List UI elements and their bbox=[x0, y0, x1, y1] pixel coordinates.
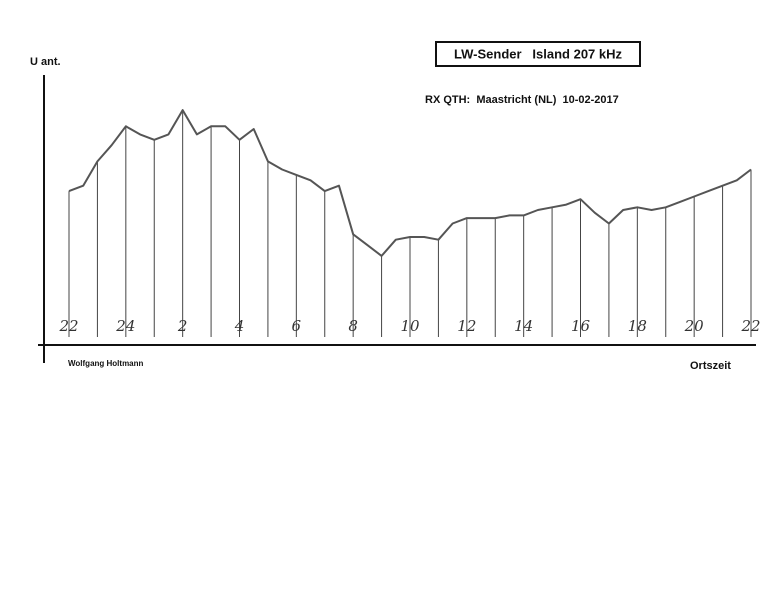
x-tick-label: 2 bbox=[177, 317, 188, 335]
x-tick-label: 16 bbox=[571, 317, 591, 335]
author: Wolfgang Holtmann bbox=[68, 359, 144, 368]
x-tick-label: 18 bbox=[628, 317, 647, 335]
x-tick-label: 22 bbox=[58, 317, 78, 335]
x-tick-label: 4 bbox=[234, 317, 245, 335]
chart-subtitle: RX QTH: Maastricht (NL) 10-02-2017 bbox=[425, 94, 619, 106]
chart-title: LW-Sender Island 207 kHz bbox=[454, 46, 623, 61]
x-tick-label: 6 bbox=[292, 317, 302, 335]
x-axis-label: Ortszeit bbox=[690, 360, 731, 372]
x-tick-label: 12 bbox=[457, 317, 476, 335]
title-box bbox=[435, 41, 641, 67]
y-axis-label: U ant. bbox=[30, 56, 61, 68]
x-tick-label: 10 bbox=[400, 317, 420, 335]
x-tick-label: 8 bbox=[348, 317, 358, 335]
signal-trace bbox=[68, 109, 752, 257]
x-tick-label: 22 bbox=[740, 317, 760, 335]
x-tick-label: 24 bbox=[115, 317, 135, 335]
x-tick-label: 14 bbox=[514, 317, 533, 335]
x-tick-label: 20 bbox=[684, 317, 705, 335]
